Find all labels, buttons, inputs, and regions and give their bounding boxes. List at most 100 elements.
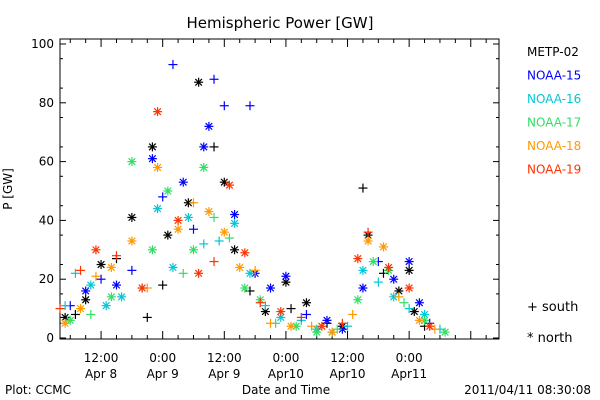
- legend-entry: NOAA-18: [527, 139, 581, 153]
- data-point: [358, 183, 368, 193]
- data-point: [384, 262, 394, 272]
- data-point: [183, 212, 193, 222]
- data-point: [240, 248, 250, 258]
- data-point: [137, 283, 147, 293]
- legend-entry: NOAA-16: [527, 92, 581, 106]
- data-point: [322, 315, 332, 325]
- data-point: [409, 307, 419, 317]
- data-point: [296, 312, 306, 322]
- data-point: [348, 309, 358, 319]
- data-point: [358, 283, 368, 293]
- data-point: [266, 318, 276, 328]
- data-point: [142, 312, 152, 322]
- data-point: [117, 292, 127, 302]
- data-point: [301, 298, 311, 308]
- data-point: [204, 121, 214, 131]
- plot-timestamp: 2011/04/11 08:30:08: [464, 383, 591, 397]
- data-point: [188, 198, 198, 208]
- data-point: [425, 321, 435, 331]
- legend-entry: NOAA-15: [527, 69, 581, 83]
- data-point: [204, 207, 214, 217]
- x-axis-label: Date and Time: [242, 383, 330, 397]
- data-point: [188, 224, 198, 234]
- legend-entry: NOAA-17: [527, 116, 581, 130]
- y-tick-label: 60: [39, 155, 54, 169]
- data-point: [111, 251, 121, 261]
- x-tick-label-date: Apr10: [330, 367, 366, 381]
- x-tick-label-time: 0:00: [396, 351, 423, 365]
- data-point: [389, 292, 399, 302]
- data-point: [91, 245, 101, 255]
- data-point: [81, 295, 91, 305]
- data-point: [414, 315, 424, 325]
- data-points-layer: [55, 60, 450, 337]
- data-point: [199, 239, 209, 249]
- data-point: [153, 204, 163, 214]
- data-point: [240, 283, 250, 293]
- marker-legend: + south * north: [527, 300, 578, 346]
- data-point: [224, 180, 234, 190]
- x-tick-label-date: Apr11: [391, 367, 427, 381]
- data-point: [86, 309, 96, 319]
- data-point: [209, 257, 219, 267]
- x-tick-label-date: Apr 9: [208, 367, 240, 381]
- y-tick-label: 0: [46, 331, 54, 345]
- data-point: [81, 286, 91, 296]
- data-point: [353, 254, 363, 264]
- data-point: [399, 298, 409, 308]
- data-point: [60, 301, 70, 311]
- data-point: [230, 210, 240, 220]
- data-point: [353, 295, 363, 305]
- legend-entry: METP-02: [527, 45, 579, 59]
- x-tick-label-time: 12:00: [330, 351, 365, 365]
- data-point: [168, 262, 178, 272]
- data-point: [404, 283, 414, 293]
- data-point: [266, 283, 276, 293]
- data-point: [368, 257, 378, 267]
- data-point: [245, 101, 255, 111]
- data-point: [343, 321, 353, 331]
- data-point: [378, 242, 388, 252]
- data-point: [414, 298, 424, 308]
- data-point: [373, 277, 383, 287]
- data-point: [153, 162, 163, 172]
- y-tick-label: 80: [39, 96, 54, 110]
- data-point: [163, 230, 173, 240]
- data-point: [158, 192, 168, 202]
- data-point: [307, 321, 317, 331]
- data-point: [327, 327, 337, 337]
- data-point: [389, 274, 399, 284]
- data-point: [404, 265, 414, 275]
- data-point: [173, 215, 183, 225]
- data-point: [301, 309, 311, 319]
- data-point: [127, 157, 137, 167]
- marker-legend-entry: * north: [527, 331, 573, 346]
- data-point: [209, 212, 219, 222]
- data-point: [199, 162, 209, 172]
- data-point: [163, 186, 173, 196]
- data-point: [91, 271, 101, 281]
- data-point: [183, 198, 193, 208]
- data-point: [55, 304, 65, 314]
- plot-frame: [59, 38, 500, 340]
- data-point: [76, 265, 86, 275]
- data-point: [86, 280, 96, 290]
- x-tick-label-time: 12:00: [84, 351, 119, 365]
- data-point: [358, 265, 368, 275]
- data-point: [363, 227, 373, 237]
- data-point: [147, 154, 157, 164]
- data-point: [230, 245, 240, 255]
- data-point: [194, 77, 204, 87]
- chart-title: Hemispheric Power [GW]: [187, 14, 374, 32]
- data-point: [70, 309, 80, 319]
- data-point: [194, 268, 204, 278]
- data-point: [363, 236, 373, 246]
- y-axis-label: P [GW]: [1, 168, 15, 210]
- data-point: [260, 301, 270, 311]
- legend-entry: NOAA-19: [527, 163, 581, 177]
- data-point: [76, 304, 86, 314]
- data-point: [440, 327, 450, 337]
- data-point: [127, 212, 137, 222]
- data-point: [153, 107, 163, 117]
